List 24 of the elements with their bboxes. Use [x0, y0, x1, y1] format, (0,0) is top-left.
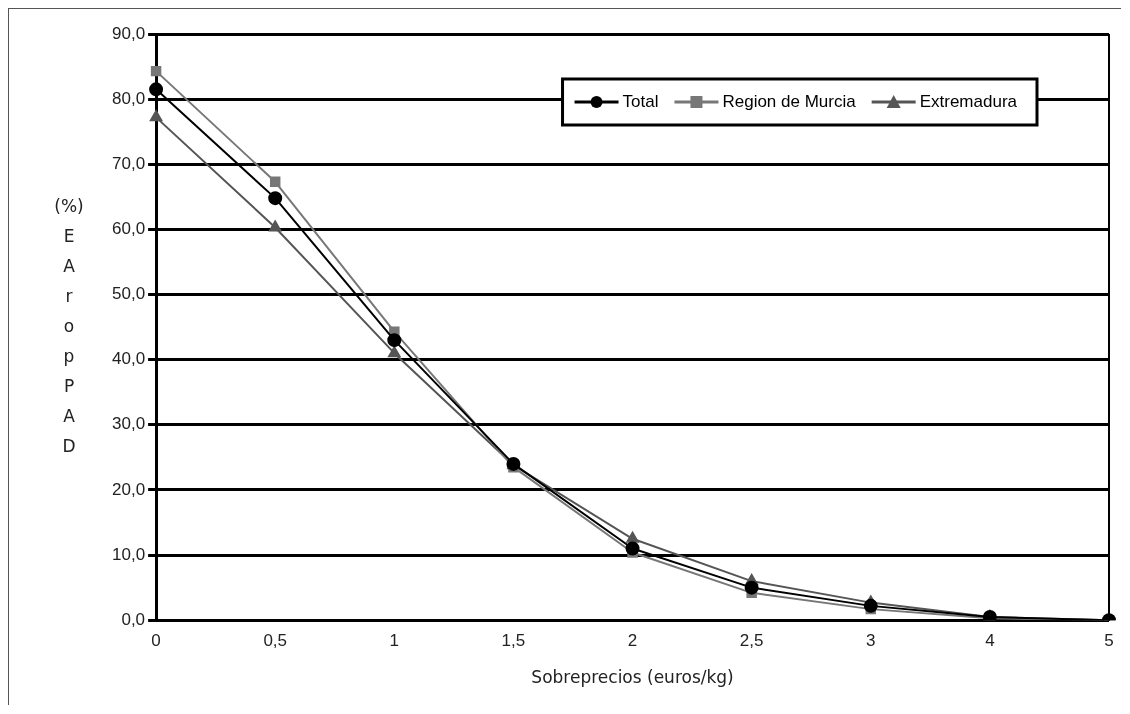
text: (%) EAropPAD [54, 195, 84, 456]
x-tick-label: 0,5 [263, 631, 288, 651]
x-tick-label: 1,5 [501, 631, 526, 651]
y-tick-label: 50,0 [111, 284, 146, 304]
y-tick-label: 20,0 [111, 479, 146, 499]
y-tick-label: 90,0 [111, 23, 146, 43]
y-tick-label: 30,0 [111, 414, 146, 434]
x-tick-label: 2 [627, 631, 638, 651]
y-tick-label: 0,0 [121, 609, 146, 629]
legend-label: Region de Murcia [722, 91, 857, 111]
x-tick-label: 2,5 [739, 631, 764, 651]
x-tick-label: 1 [389, 631, 400, 651]
legend-label: Total [622, 91, 659, 111]
x-tick-label: 3 [866, 631, 876, 651]
legend-label: Extremadura [919, 91, 1018, 111]
x-axis-title: Sobreprecios (euros/kg) [531, 667, 734, 688]
x-tick-label: 4 [985, 631, 995, 651]
x-tick-label: 0 [151, 631, 161, 651]
y-tick-label: 40,0 [111, 349, 146, 369]
y-tick-label: 10,0 [111, 544, 146, 564]
x-tick-label: 5 [1104, 631, 1114, 651]
y-tick-label: 60,0 [111, 219, 146, 239]
y-tick-label: 70,0 [111, 153, 146, 173]
y-tick-label: 80,0 [111, 88, 146, 108]
